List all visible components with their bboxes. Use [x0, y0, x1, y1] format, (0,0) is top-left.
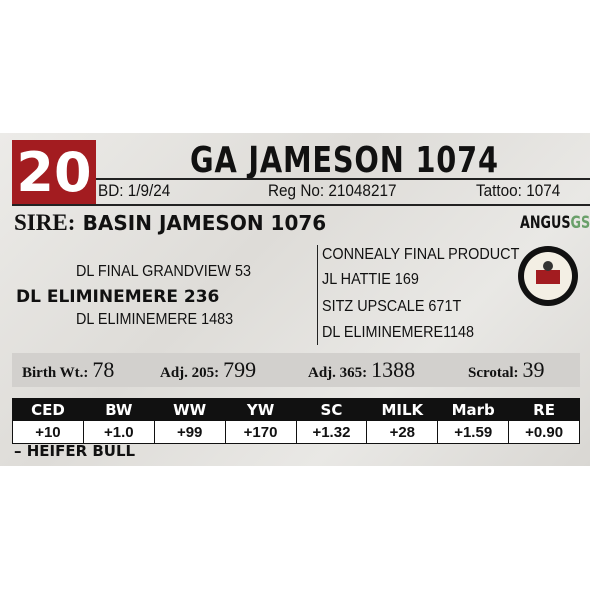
- sire-name: BASIN JAMESON 1076: [82, 211, 327, 235]
- info-value: 1074: [526, 181, 561, 200]
- stat-label: Scrotal:: [468, 365, 519, 381]
- logo-suffix: GS: [570, 213, 591, 233]
- lot-number: 20: [12, 140, 96, 206]
- pedigree: DL ELIMINEMERE 1483: [76, 311, 234, 328]
- epd-value: +10: [12, 420, 84, 444]
- stat: Adj. 365: 1388: [308, 357, 415, 383]
- epd-header: SC: [295, 398, 368, 421]
- pedigree: JL HATTIE 169: [322, 271, 419, 288]
- epd-value: +99: [153, 420, 226, 444]
- epd-value: +170: [224, 420, 297, 444]
- title: GA JAMESON 1074: [190, 140, 499, 181]
- stat: Birth Wt.: 78: [22, 357, 114, 383]
- epd-header: Marb: [437, 398, 510, 421]
- epd-header: RE: [508, 398, 580, 421]
- sire-label: SIRE:: [14, 210, 76, 235]
- epd-header: CED: [12, 398, 84, 421]
- info: Tattoo: 1074: [476, 181, 560, 201]
- epd-header: BW: [82, 398, 155, 421]
- pedigree-line: [317, 245, 318, 345]
- logo: ANGUSGS: [520, 213, 590, 233]
- epd-value-row: +10 +1.0 +99 +170 +1.32 +28 +1.59 +0.90: [12, 420, 580, 444]
- epd-header: MILK: [366, 398, 439, 421]
- stat-label: Adj. 365:: [308, 365, 368, 381]
- stat: Adj. 205: 799: [160, 357, 256, 383]
- info-label: BD:: [98, 181, 124, 200]
- info: Reg No: 21048217: [268, 181, 396, 201]
- logo-text: ANGUS: [520, 213, 571, 233]
- pedigree-dam: DL ELIMINEMERE 236: [16, 287, 220, 307]
- epd-value: +0.90: [508, 420, 580, 444]
- pedigree: DL ELIMINEMERE1148: [322, 324, 475, 341]
- epd-value: +28: [366, 420, 439, 444]
- info-value: 21048217: [328, 181, 397, 200]
- epd-value: +1.0: [82, 420, 155, 444]
- stat-label: Adj. 205:: [160, 365, 220, 381]
- divider: [12, 204, 590, 206]
- divider: [96, 178, 590, 180]
- epd-value: +1.32: [295, 420, 368, 444]
- pedigree: CONNEALY FINAL PRODUCT: [322, 246, 520, 263]
- epd-header: WW: [153, 398, 226, 421]
- info-value: 1/9/24: [127, 181, 171, 200]
- stat-value: 799: [223, 357, 257, 382]
- info: BD: 1/9/24: [98, 181, 170, 201]
- seal: [518, 246, 578, 306]
- epd-value: +1.59: [437, 420, 510, 444]
- stat-value: 39: [522, 357, 545, 382]
- stat-value: 78: [92, 357, 115, 382]
- stat-bar: [12, 353, 580, 387]
- sire: SIRE: BASIN JAMESON 1076: [14, 210, 326, 236]
- epd-header-row: CED BW WW YW SC MILK Marb RE: [12, 398, 580, 421]
- info-label: Tattoo:: [476, 181, 522, 200]
- stat-label: Birth Wt.:: [22, 365, 89, 381]
- pedigree: SITZ UPSCALE 671T: [322, 298, 462, 315]
- info-label: Reg No:: [268, 181, 325, 200]
- stat-value: 1388: [371, 357, 416, 382]
- epd-table: CED BW WW YW SC MILK Marb RE +10 +1.0 +99 +170 +1.32…: [12, 398, 580, 444]
- epd-header: YW: [224, 398, 297, 421]
- stat: Scrotal: 39: [468, 357, 545, 383]
- footer: – HEIFER BULL: [14, 442, 136, 460]
- pedigree: DL FINAL GRANDVIEW 53: [76, 263, 251, 280]
